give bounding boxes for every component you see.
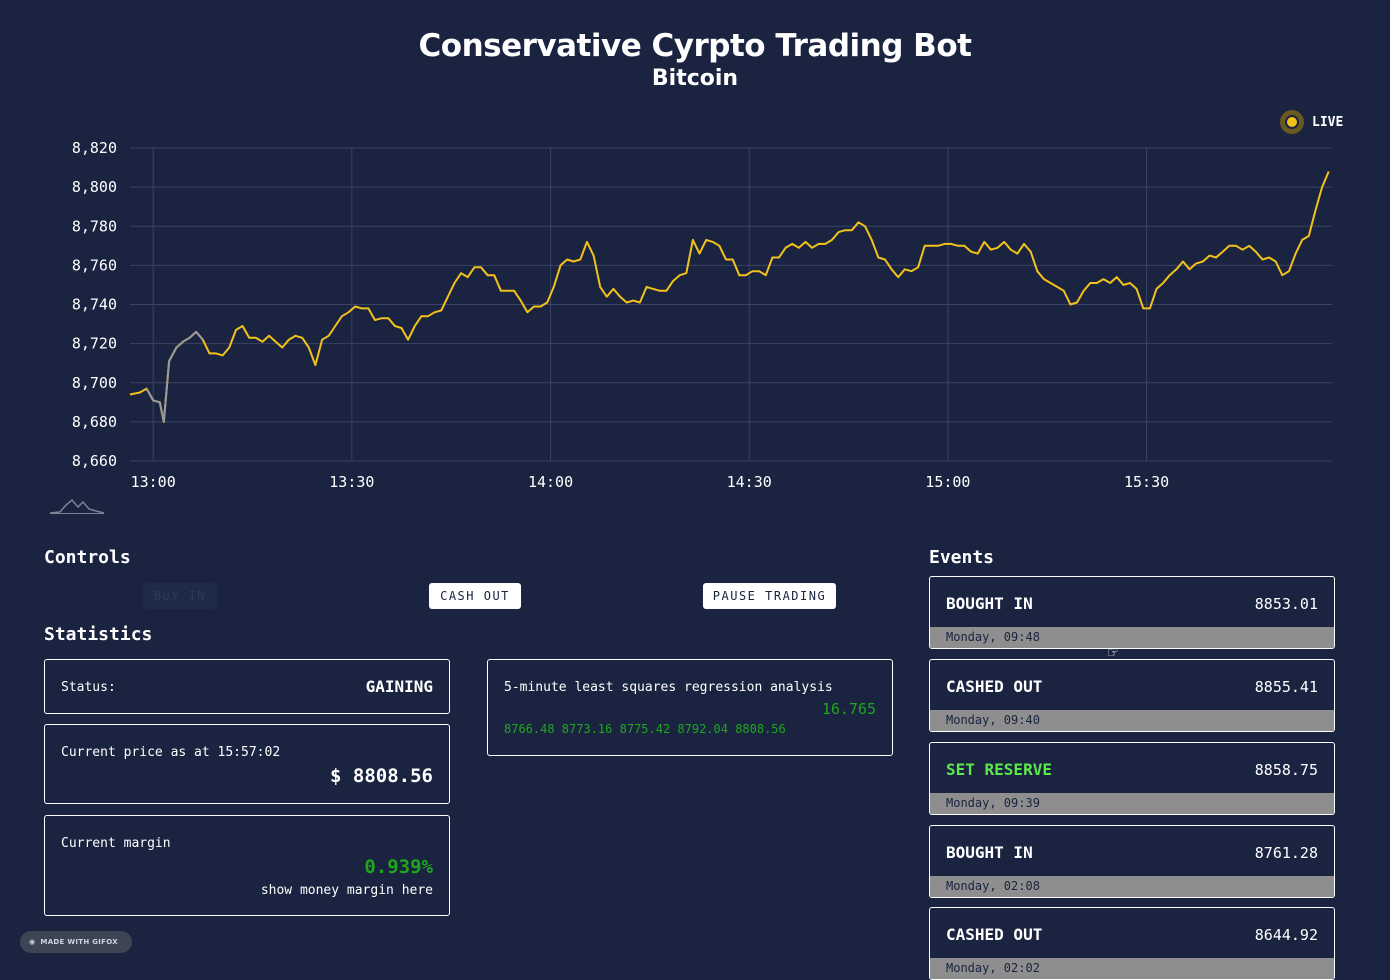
event-title: BOUGHT IN: [946, 843, 1033, 862]
event-card: SET RESERVE 8858.75 Monday, 09:39: [929, 742, 1335, 815]
status-card: Status: GAINING: [44, 659, 450, 714]
gifox-label: MADE WITH GIFOX: [40, 938, 118, 946]
current-price-card: Current price as at 15:57:02 $ 8808.56: [44, 724, 450, 804]
event-value: 8644.92: [1254, 926, 1318, 944]
regression-label: 5-minute least squares regression analys…: [504, 680, 833, 695]
y-tick-label: 8,700: [72, 374, 117, 392]
statistics-heading: Statistics: [44, 624, 153, 645]
event-value: 8853.01: [1254, 595, 1318, 613]
live-dot-icon: [1280, 110, 1304, 134]
x-tick-label: 14:00: [528, 473, 573, 491]
events-heading: Events: [929, 547, 995, 568]
hand-cursor-icon: ☞: [1108, 643, 1119, 663]
page-subtitle: Bitcoin: [651, 66, 739, 91]
current-margin-card: Current margin 0.939% show money margin …: [44, 815, 450, 916]
event-value: 8855.41: [1254, 678, 1318, 696]
x-tick-label: 15:00: [925, 473, 970, 491]
event-time: Monday, 02:08: [930, 876, 1334, 897]
fox-icon: ◉: [29, 938, 36, 946]
y-tick-label: 8,800: [72, 178, 117, 196]
gifox-badge[interactable]: ◉ MADE WITH GIFOX: [20, 931, 132, 953]
price-value: $ 8808.56: [330, 765, 433, 787]
page-title: Conservative Cyrpto Trading Bot: [418, 28, 972, 64]
live-indicator: LIVE: [1280, 110, 1343, 134]
y-tick-label: 8,740: [72, 296, 117, 314]
controls-heading: Controls: [44, 547, 131, 568]
y-tick-label: 8,720: [72, 335, 117, 353]
regression-card: 5-minute least squares regression analys…: [487, 659, 893, 756]
x-tick-label: 13:00: [131, 473, 176, 491]
x-tick-label: 15:30: [1124, 473, 1169, 491]
event-time: Monday, 09:48: [930, 627, 1334, 648]
x-tick-label: 14:30: [727, 473, 772, 491]
y-tick-label: 8,820: [72, 139, 117, 157]
event-card: BOUGHT IN 8761.28 Monday, 02:08: [929, 825, 1335, 898]
price-series-line: [129, 171, 1330, 423]
event-title: BOUGHT IN: [946, 594, 1033, 613]
live-label: LIVE: [1312, 114, 1344, 130]
status-value: GAINING: [365, 677, 433, 696]
margin-note: show money margin here: [260, 883, 433, 898]
buy-in-button[interactable]: BUY IN: [143, 583, 217, 609]
event-card: CASHED OUT 8855.41 Monday, 09:40: [929, 659, 1335, 732]
margin-value: 0.939%: [364, 856, 433, 878]
event-time: Monday, 02:02: [930, 958, 1334, 979]
x-tick-label: 13:30: [329, 473, 374, 491]
event-time: Monday, 09:40: [930, 710, 1334, 731]
price-series-highlight: [145, 330, 204, 423]
event-title: CASHED OUT: [946, 677, 1043, 696]
regression-series: 8766.48 8773.16 8775.42 8792.04 8808.56: [504, 722, 786, 736]
price-label: Current price as at 15:57:02: [61, 745, 281, 760]
status-label: Status:: [61, 680, 116, 695]
y-tick-label: 8,780: [72, 217, 117, 235]
event-time: Monday, 09:39: [930, 793, 1334, 814]
cash-out-button[interactable]: CASH OUT: [429, 583, 521, 609]
event-title: SET RESERVE: [946, 760, 1052, 779]
event-value: 8858.75: [1254, 761, 1318, 779]
event-card: CASHED OUT 8644.92 Monday, 02:02: [929, 907, 1335, 980]
y-tick-label: 8,760: [72, 256, 117, 274]
y-tick-label: 8,680: [72, 413, 117, 431]
y-tick-label: 8,660: [72, 452, 117, 470]
chart-mini-icon[interactable]: [48, 497, 106, 515]
margin-label: Current margin: [61, 836, 171, 851]
event-card: BOUGHT IN 8853.01 Monday, 09:48: [929, 576, 1335, 649]
pause-trading-button[interactable]: PAUSE TRADING: [703, 583, 836, 609]
price-chart: 8,660 8,680 8,700 8,720 8,740 8,760 8,780 8,800…: [72, 139, 1332, 491]
event-value: 8761.28: [1254, 844, 1318, 862]
regression-value: 16.765: [821, 700, 876, 718]
event-title: CASHED OUT: [946, 925, 1043, 944]
